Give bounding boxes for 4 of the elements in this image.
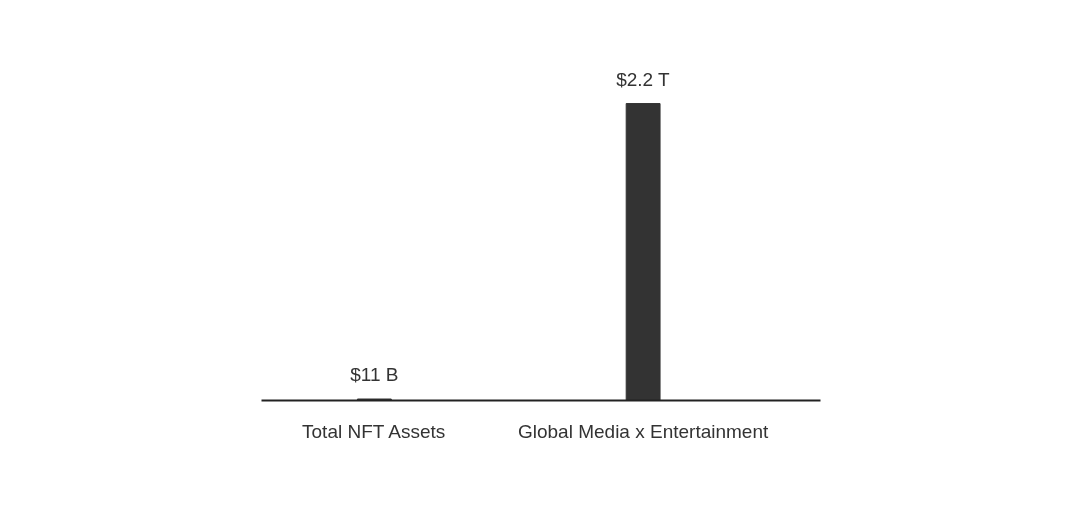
- x-tick-label: Global Media x Entertainment: [517, 420, 769, 442]
- x-tick-label: Total NFT Assets: [302, 420, 446, 442]
- data-label: $11 B: [350, 364, 399, 386]
- data-label: $2.2 T: [616, 68, 671, 90]
